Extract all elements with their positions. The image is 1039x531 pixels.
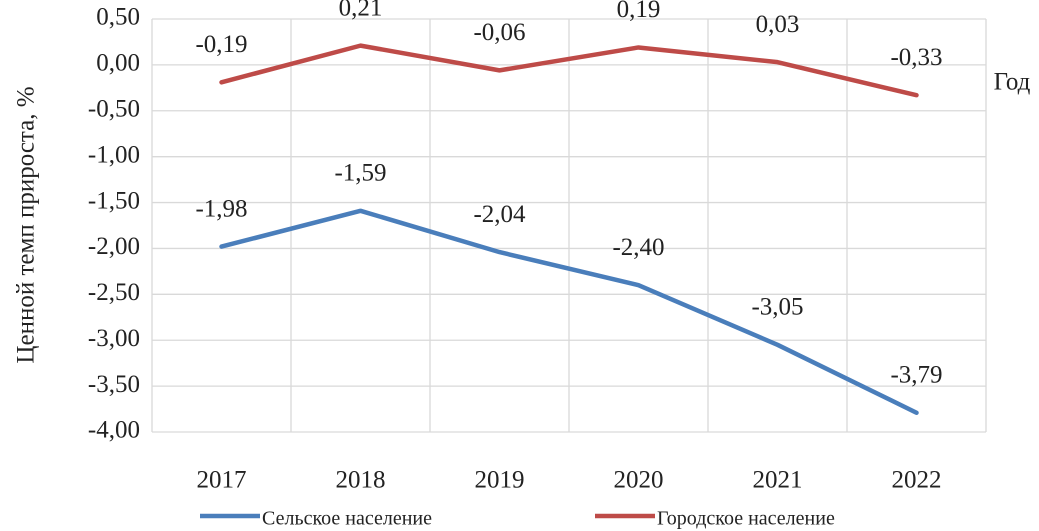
data-label: -3,05 [751, 294, 803, 321]
legend-label: Сельское население [262, 508, 432, 530]
series-line [219, 43, 919, 98]
data-label: 0,03 [756, 11, 800, 38]
y-tick-label: -3,00 [88, 325, 140, 352]
data-label: -0,06 [473, 19, 525, 46]
y-tick-label: -4,00 [88, 417, 140, 444]
data-label: -1,59 [334, 160, 386, 187]
series-line [219, 208, 919, 415]
y-axis-title: Ценной темп прироста, % [13, 86, 40, 363]
y-tick-label: -1,50 [88, 187, 140, 214]
x-tick-label: 2017 [197, 467, 247, 494]
x-tick-label: 2018 [336, 467, 386, 494]
x-axis-title: Год [994, 69, 1031, 96]
y-tick-label: -2,50 [88, 279, 140, 306]
data-label: 0,21 [339, 0, 383, 21]
y-tick-label: -0,50 [88, 96, 140, 123]
legend-label: Городское население [657, 508, 835, 530]
y-tick-label: -1,00 [88, 141, 140, 168]
data-label: -3,79 [890, 361, 942, 388]
data-label: -1,98 [195, 195, 247, 222]
data-label: 0,19 [617, 0, 661, 23]
data-label: -0,19 [195, 31, 247, 58]
y-tick-label: 0,50 [96, 4, 140, 31]
x-tick-label: 2019 [475, 467, 525, 494]
x-tick-label: 2021 [753, 467, 803, 494]
y-tick-label: -3,50 [88, 371, 140, 398]
data-label: -0,33 [890, 44, 942, 71]
data-label: -2,04 [473, 201, 526, 228]
y-tick-label: -2,00 [88, 233, 140, 260]
data-label: -2,40 [612, 234, 664, 261]
y-tick-label: 0,00 [96, 50, 140, 77]
x-tick-label: 2022 [892, 467, 942, 494]
x-tick-label: 2020 [614, 467, 664, 494]
